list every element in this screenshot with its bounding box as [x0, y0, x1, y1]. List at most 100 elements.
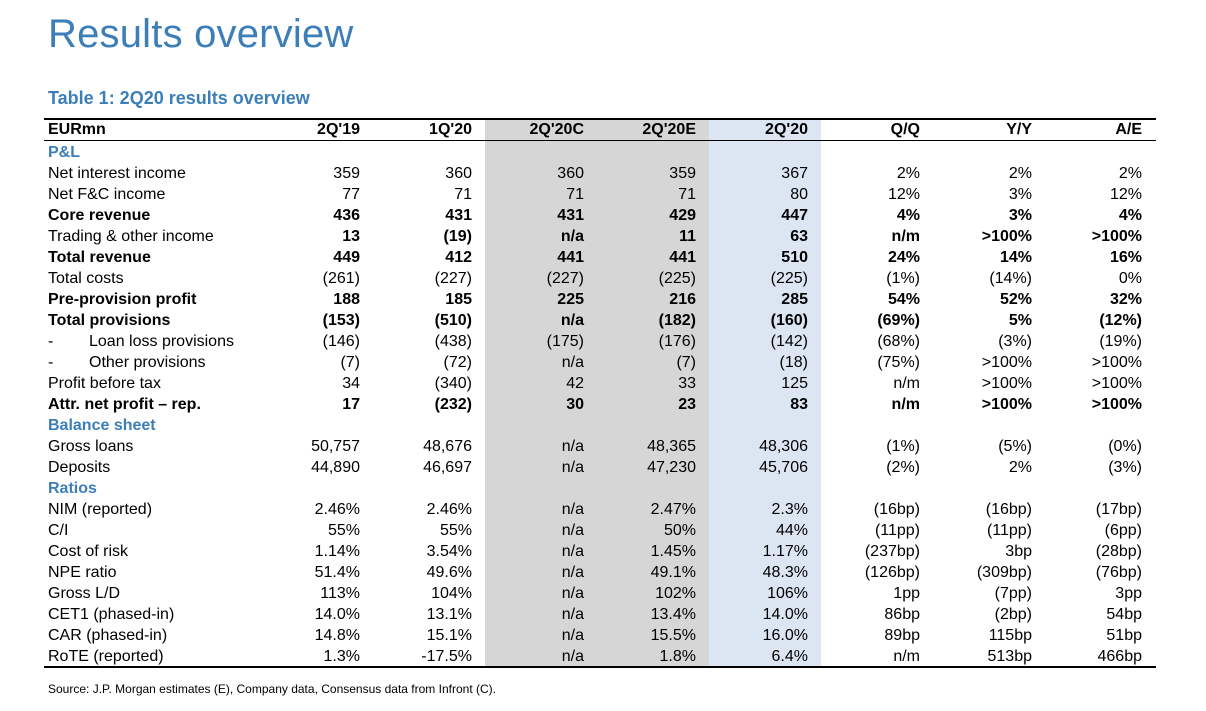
table-cell: >100% [1091, 396, 1142, 413]
table-cell: 86bp [884, 606, 920, 623]
table-cell: 89bp [884, 627, 920, 644]
header-cell: A/E [1115, 121, 1142, 138]
table-cell: 104% [431, 585, 472, 602]
table-cell: 33 [678, 375, 696, 392]
table-cell: 0% [1118, 270, 1142, 287]
table-cell: (72) [443, 354, 472, 371]
table-cell: (2bp) [994, 606, 1032, 623]
table-cell: (1%) [886, 270, 920, 287]
table-cell: 49.6% [426, 564, 472, 581]
results-table: EURmn 2Q'19 1Q'20 2Q'20C 2Q'20E 2Q'20 Q/… [44, 118, 1156, 668]
table-row: Core revenue 436 431 431 429 447 4% 3% 4% [44, 205, 1156, 226]
section-header-row: P&L [44, 142, 1156, 163]
table-cell: 360 [557, 165, 584, 182]
table-cell: 367 [781, 165, 808, 182]
row-label: Net F&C income [48, 186, 166, 203]
table-header-row: EURmn 2Q'19 1Q'20 2Q'20C 2Q'20E 2Q'20 Q/… [44, 119, 1156, 141]
table-cell: 77 [342, 186, 360, 203]
table-cell: 51.4% [314, 564, 360, 581]
table-cell: 359 [669, 165, 696, 182]
table-cell: 1.14% [314, 543, 360, 560]
table-cell: (261) [322, 270, 360, 287]
table-cell: 216 [669, 291, 696, 308]
table-cell: 2% [1118, 165, 1142, 182]
table-cell: 14.0% [762, 606, 808, 623]
table-cell: 225 [557, 291, 584, 308]
table-cell: 2% [1008, 165, 1032, 182]
header-cell: Q/Q [890, 121, 920, 138]
table-cell: (146) [322, 333, 360, 350]
table-cell: (11pp) [874, 522, 920, 539]
table-cell: 42 [566, 375, 584, 392]
table-cell: 45,706 [759, 459, 808, 476]
table-cell: n/a [561, 543, 584, 560]
table-cell: (0%) [1108, 438, 1142, 455]
table-cell: 14.8% [314, 627, 360, 644]
table-cell: 125 [781, 375, 808, 392]
table-cell: >100% [1091, 375, 1142, 392]
table-cell: (19%) [1099, 333, 1142, 350]
table-cell: n/a [560, 228, 584, 245]
row-label: NPE ratio [48, 564, 117, 581]
table-cell: n/a [561, 648, 584, 665]
row-label: Total provisions [48, 312, 171, 329]
page-title: Results overview [48, 12, 354, 56]
table-row: Attr. net profit – rep. 17 (232) 30 23 83 n/m >… [44, 394, 1156, 415]
table-cell: 34 [342, 375, 360, 392]
table-cell: 30 [566, 396, 584, 413]
table-cell: 71 [678, 186, 696, 203]
table-cell: (12%) [1099, 312, 1142, 329]
header-cell: 1Q'20 [429, 121, 472, 138]
table-cell: (19) [443, 228, 472, 245]
table-cell: 3% [1008, 207, 1032, 224]
table-cell: (16bp) [985, 501, 1032, 518]
header-cell: 2Q'20 [765, 121, 808, 138]
table-cell: 55% [327, 522, 360, 539]
table-cell: (175) [546, 333, 584, 350]
table-row: NIM (reported) 2.46% 2.46% n/a 2.47% 2.3% (16b… [44, 499, 1156, 520]
table-cell: 2.3% [771, 501, 808, 518]
header-cell: 2Q'20C [529, 121, 585, 138]
table-cell: 48.3% [762, 564, 808, 581]
row-label: Total revenue [48, 249, 151, 266]
table-cell: 13 [342, 228, 360, 245]
table-cell: (75%) [877, 354, 920, 371]
table-cell: 360 [445, 165, 472, 182]
table-cell: 48,306 [759, 438, 808, 455]
table-cell: >100% [981, 228, 1032, 245]
section-header-row: Balance sheet [44, 415, 1156, 436]
table-cell: 13.4% [650, 606, 696, 623]
table-cell: (182) [658, 312, 696, 329]
table-cell: 3bp [1005, 543, 1032, 560]
table-cell: 185 [445, 291, 472, 308]
table-cell: 447 [781, 207, 808, 224]
row-label: Total costs [48, 270, 124, 287]
table-cell: n/m [893, 375, 920, 392]
table-cell: (7) [340, 354, 360, 371]
table-cell: (1%) [886, 438, 920, 455]
table-row: CAR (phased-in) 14.8% 15.1% n/a 15.5% 16.0% 89… [44, 625, 1156, 646]
table-cell: n/a [561, 585, 584, 602]
table-cell: (176) [658, 333, 696, 350]
table-cell: 23 [678, 396, 696, 413]
table-cell: 1.8% [659, 648, 696, 665]
table-row: Profit before tax 34 (340) 42 33 125 n/m >100% >… [44, 373, 1156, 394]
table-cell: n/a [561, 459, 584, 476]
table-cell: 49.1% [650, 564, 696, 581]
table-cell: 48,365 [647, 438, 696, 455]
indent-dash: - [48, 354, 54, 371]
row-label: RoTE (reported) [48, 648, 164, 665]
table-cell: 431 [557, 207, 584, 224]
table-cell: 2.46% [426, 501, 472, 518]
table-cell: n/a [561, 564, 584, 581]
table-cell: (11pp) [986, 522, 1032, 539]
table-cell: (7pp) [994, 585, 1032, 602]
row-label: CET1 (phased-in) [48, 606, 175, 623]
table-cell: 5% [1008, 312, 1032, 329]
table-cell: n/a [561, 627, 584, 644]
indent-dash: - [48, 333, 54, 350]
row-label: Trading & other income [48, 228, 214, 245]
table-cell: (28bp) [1095, 543, 1142, 560]
row-label: Profit before tax [48, 375, 161, 392]
table-cell: 1.45% [650, 543, 696, 560]
